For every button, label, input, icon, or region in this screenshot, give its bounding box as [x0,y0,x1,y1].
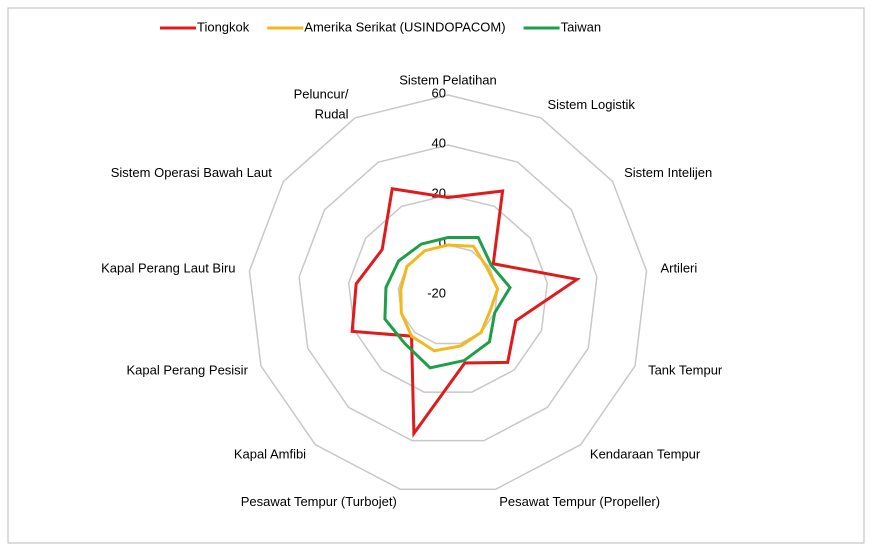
series-line [399,243,500,353]
axis-label: Artileri [660,261,697,276]
series-line [383,235,512,370]
axis-label-line: Peluncur/ [294,87,349,102]
legend-label: Amerika Serikat (USINDOPACOM) [304,19,505,34]
series-line [350,187,581,438]
grid-ring [298,144,598,442]
axis-label: Pesawat Tempur (Turbojet) [241,494,397,509]
axis-label: Sistem Operasi Bawah Laut [111,165,273,180]
axis-label: Tank Tempur [648,362,723,377]
chart-frame [7,7,865,544]
axis-label: Kapal Amfibi [234,447,306,462]
legend-label: Taiwan [561,19,601,34]
axis-label: Pesawat Tempur (Propeller) [499,494,660,509]
axis-label: Kapal Perang Laut Biru [101,261,235,276]
axis-label: Sistem Intelijen [624,165,712,180]
axis-label-line: Rudal [315,107,349,122]
axis-label: Kapal Perang Pesisir [127,362,249,377]
grid-ring [248,94,648,490]
r-tick-label: 40 [432,135,446,150]
grid-ring [347,194,549,393]
r-tick-label: -20 [427,285,446,300]
axis-label: Sistem Pelatihan [399,72,497,87]
axis-label: Peluncur/Rudal [294,87,349,122]
axis-label: Kendaraan Tempur [590,447,701,462]
r-tick-label: 60 [432,85,446,100]
r-tick-label: 0 [439,235,446,250]
axis-label: Sistem Logistik [547,97,635,112]
legend-label: Tiongkok [197,19,250,34]
